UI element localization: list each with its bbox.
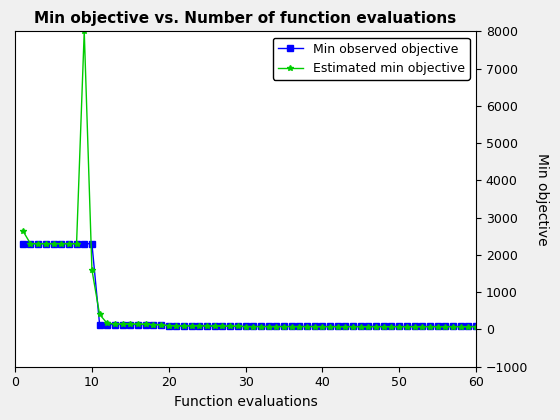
- Estimated min objective: [81, 29, 87, 34]
- Estimated min objective: [104, 321, 111, 326]
- Min observed objective: [96, 322, 103, 327]
- Min observed objective: [165, 323, 172, 328]
- Line: Estimated min objective: Estimated min objective: [20, 29, 479, 330]
- Estimated min objective: [158, 323, 165, 328]
- Min observed objective: [20, 241, 26, 246]
- Min observed objective: [134, 322, 141, 327]
- Estimated min objective: [142, 322, 149, 327]
- Min observed objective: [473, 324, 479, 329]
- Min observed objective: [150, 322, 157, 327]
- Title: Min objective vs. Number of function evaluations: Min objective vs. Number of function eva…: [34, 11, 456, 26]
- Y-axis label: Min objective: Min objective: [535, 153, 549, 245]
- Min observed objective: [173, 323, 180, 328]
- Estimated min objective: [20, 228, 26, 233]
- Legend: Min observed objective, Estimated min objective: Min observed objective, Estimated min ob…: [273, 38, 470, 80]
- Estimated min objective: [311, 324, 318, 329]
- Estimated min objective: [173, 323, 180, 328]
- Min observed objective: [227, 324, 234, 329]
- Line: Min observed objective: Min observed objective: [20, 241, 479, 329]
- Estimated min objective: [473, 324, 479, 329]
- Estimated min objective: [319, 324, 326, 329]
- X-axis label: Function evaluations: Function evaluations: [174, 395, 318, 409]
- Min observed objective: [311, 324, 318, 329]
- Estimated min objective: [181, 323, 188, 328]
